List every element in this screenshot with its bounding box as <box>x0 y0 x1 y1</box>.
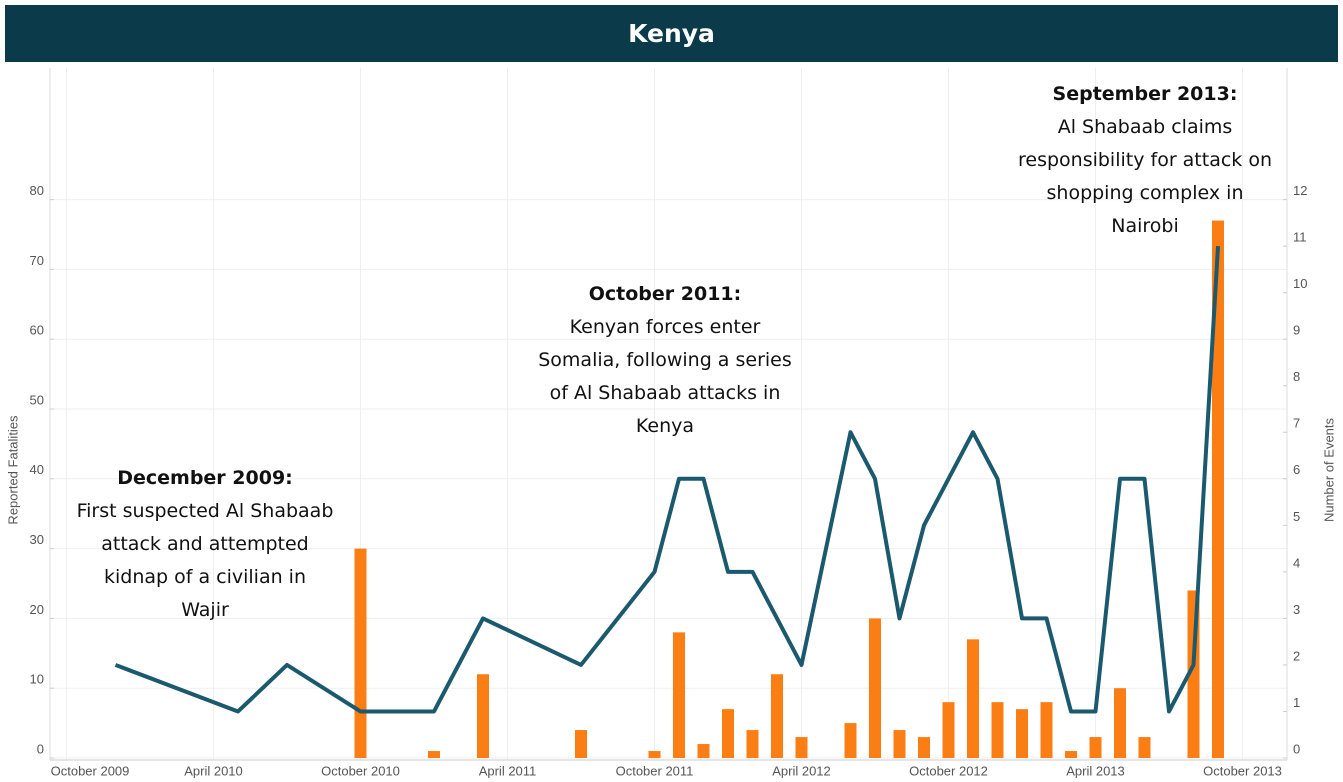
annotation-text: Kenyan forces enter <box>569 316 761 338</box>
bar <box>428 751 440 758</box>
annotation-text: Nairobi <box>1111 215 1179 237</box>
bar <box>1016 709 1028 758</box>
bar <box>697 744 710 758</box>
bar <box>1138 737 1151 758</box>
bar <box>1114 688 1126 758</box>
annotation-title: October 2011: <box>588 283 742 305</box>
y-tick-label: 30 <box>30 532 44 547</box>
bar <box>942 702 955 758</box>
bar <box>575 730 587 758</box>
y-tick-label: 50 <box>30 392 44 407</box>
bar <box>844 723 857 758</box>
annotation-text: Somalia, following a series <box>538 349 792 371</box>
chart-title: Kenya <box>5 5 1338 62</box>
y-tick-label: 0 <box>37 741 44 756</box>
annotation: September 2013: Al Shabaab claims responsi… <box>990 78 1300 243</box>
y2-tick-label: 9 <box>1293 323 1300 338</box>
bar <box>1065 751 1077 758</box>
x-tick-label: April 2011 <box>479 763 537 778</box>
annotation-text: attack and attempted <box>101 533 309 555</box>
annotation-text: of Al Shabaab attacks in <box>549 382 781 404</box>
line <box>114 246 1220 714</box>
x-tick-label: April 2013 <box>1066 763 1125 778</box>
annotation-title: December 2009: <box>117 467 293 489</box>
bar <box>1089 737 1102 758</box>
y2-tick-label: 7 <box>1293 416 1300 431</box>
x-tick-label: October 2009 <box>51 763 130 778</box>
x-tick-label: April 2010 <box>184 763 243 778</box>
bar <box>795 737 808 758</box>
y2-tick-label: 6 <box>1293 462 1300 477</box>
y2-tick-label: 10 <box>1293 276 1307 291</box>
annotation-text: First suspected Al Shabaab <box>76 500 334 522</box>
bar <box>771 674 783 758</box>
y2-tick-label: 5 <box>1293 509 1300 524</box>
x-tick-label: April 2012 <box>772 763 831 778</box>
bar <box>722 709 734 758</box>
annotation-text: shopping complex in <box>1046 182 1244 204</box>
bar <box>673 632 685 758</box>
bar <box>918 737 930 758</box>
y-tick-label: 80 <box>30 183 44 198</box>
bar <box>967 639 979 758</box>
bar <box>991 702 1004 758</box>
annotation-text: Wajir <box>181 599 229 621</box>
annotation-text: Kenya <box>635 415 695 437</box>
x-tick-label: October 2011 <box>616 763 694 778</box>
y2-tick-label: 12 <box>1293 183 1307 198</box>
y2-tick-label: 2 <box>1293 648 1300 663</box>
bar <box>354 548 367 758</box>
bar <box>869 618 881 758</box>
y2-tick-label: 11 <box>1293 230 1307 245</box>
y-tick-label: 20 <box>30 602 44 617</box>
bar <box>648 751 661 758</box>
y2-tick-label: 3 <box>1293 602 1300 617</box>
y-tick-label: 10 <box>30 672 44 687</box>
y-tick-label: 40 <box>30 462 44 477</box>
y2-axis-title: Number of Events <box>1321 417 1336 522</box>
y2-tick-label: 4 <box>1293 555 1300 570</box>
x-tick-label: October 2013 <box>1203 763 1282 778</box>
y-axis-title: Reported Fatalities <box>5 415 20 525</box>
x-tick-label: October 2012 <box>909 763 988 778</box>
annotation-text: Al Shabaab claims <box>1057 116 1233 138</box>
y2-tick-label: 8 <box>1293 369 1300 384</box>
bar <box>1212 220 1224 759</box>
bar <box>1040 702 1053 758</box>
annotation-text: responsibility for attack on <box>1017 149 1273 171</box>
y2-tick-label: 0 <box>1293 741 1300 756</box>
y2-tick-label: 1 <box>1293 695 1300 710</box>
x-tick-label: October 2010 <box>321 763 400 778</box>
annotation: December 2009: First suspected Al Shabaab… <box>45 462 365 627</box>
y-tick-label: 70 <box>30 253 44 268</box>
annotation: October 2011: Kenyan forces enter Somalia,… <box>505 278 825 443</box>
bar <box>893 730 906 758</box>
annotation-text: kidnap of a civilian in <box>103 566 306 588</box>
annotation-title: September 2013: <box>1052 83 1238 105</box>
y-tick-label: 60 <box>30 323 44 338</box>
bar <box>746 730 759 758</box>
bar <box>477 674 489 758</box>
